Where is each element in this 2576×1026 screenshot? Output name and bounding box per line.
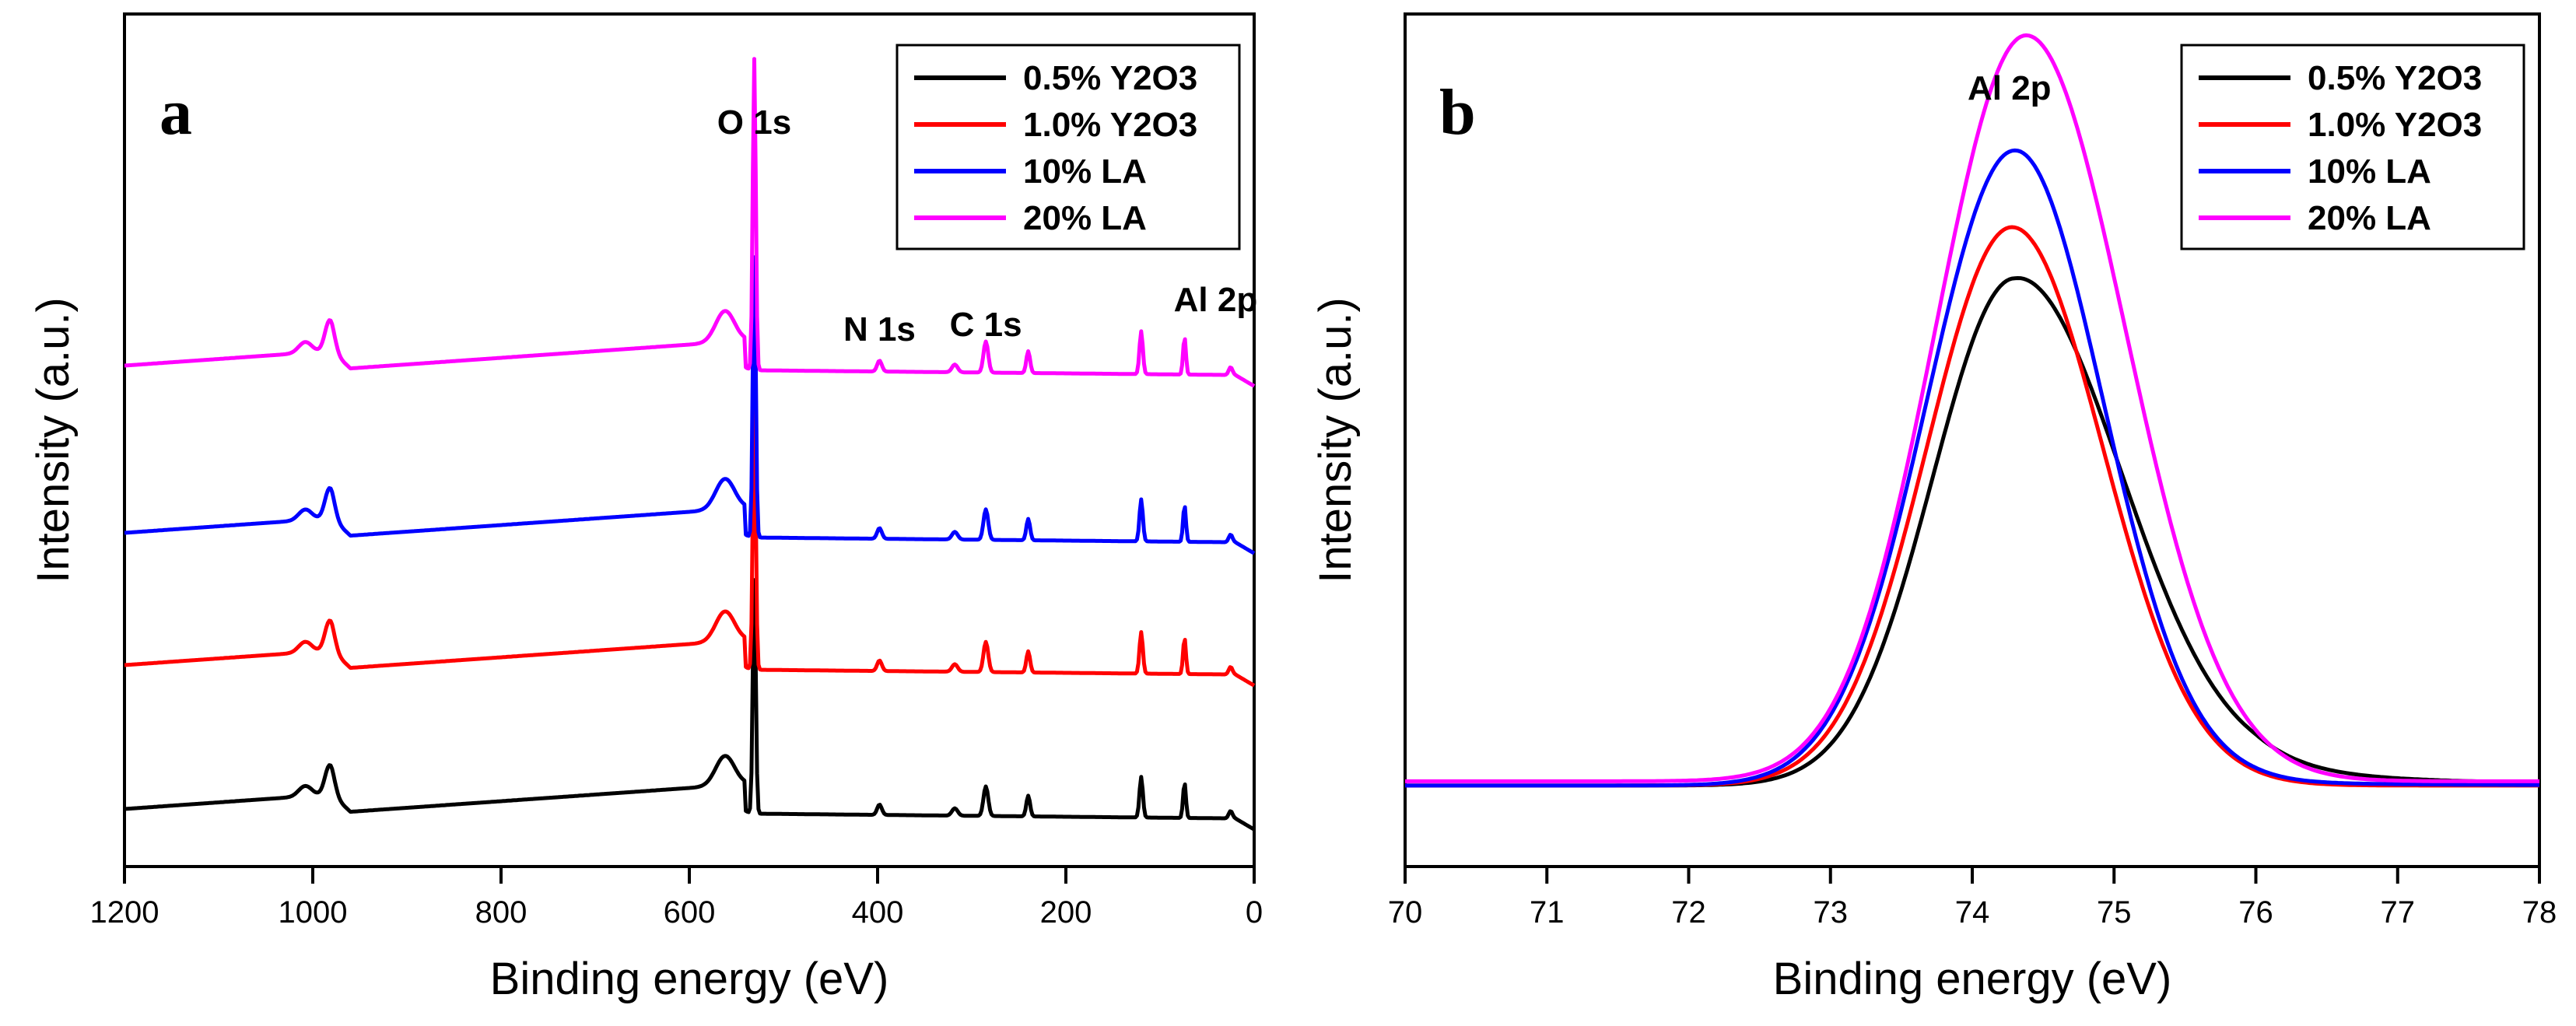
panel-a-y-axis-title: Intensity (a.u.) [28,297,79,583]
legend-entry-10-la: 10% LA [2308,152,2431,191]
x-tick-label: 600 [664,895,716,930]
series-20-la [124,57,1256,388]
panel-a-peak-labels: O 1s N 1s C 1s Al 2p [717,103,1257,348]
series-10-la [1405,148,2540,788]
x-tick-label: 200 [1040,895,1092,930]
x-tick-label: 78 [2522,895,2557,930]
legend-entry-1-0-y2o3: 1.0% Y2O3 [1023,106,1197,144]
panel-b-x-axis-title: Binding energy (eV) [1773,954,2172,1004]
x-tick-label: 0 [1246,895,1263,930]
panel-b-legend: 0.5% Y2O3 1.0% Y2O3 10% LA 20% LA [2180,44,2525,250]
panel-a-legend: 0.5% Y2O3 1.0% Y2O3 10% LA 20% LA [895,44,1241,250]
legend-entry-20-la: 20% LA [1023,199,1147,237]
x-tick-label: 1200 [90,895,159,930]
peak-label-al-2p: Al 2p [1968,69,2052,107]
panel-a-series [124,57,1256,832]
x-tick-label: 800 [475,895,527,930]
x-tick-label: 72 [1671,895,1706,930]
panel-b-letter: b [1439,76,1476,149]
panel-b-x-ticks: 70 71 72 73 74 75 76 77 78 [1388,867,2557,930]
panel-b-y-axis-title: Intensity (a.u.) [1310,297,1361,583]
panel-a-x-axis-title: Binding energy (eV) [490,954,889,1004]
panel-a-x-ticks: 1200 1000 800 600 400 200 0 [90,867,1263,930]
series-20-la [1405,33,2539,783]
panel-b-al2p-spectra: 70 71 72 73 74 75 76 77 78 b Al 2p Binding energ… [1310,12,2557,1004]
x-tick-label: 74 [1955,895,1990,930]
peak-label-al-2p: Al 2p [1174,281,1258,319]
series-0-5-y2o3 [1405,276,2540,788]
series-1-0-y2o3 [124,403,1256,688]
series-0-5-y2o3 [124,578,1256,832]
series-1-0-y2o3 [1405,225,2539,788]
x-tick-label: 77 [2381,895,2416,930]
legend-entry-0-5-y2o3: 0.5% Y2O3 [2308,59,2482,97]
x-tick-label: 76 [2238,895,2273,930]
legend-entry-0-5-y2o3: 0.5% Y2O3 [1023,59,1197,97]
legend-entry-10-la: 10% LA [1023,152,1147,191]
series-10-la [124,255,1256,555]
peak-label-o-1s: O 1s [717,103,791,142]
x-tick-label: 70 [1388,895,1423,930]
x-tick-label: 71 [1530,895,1565,930]
panel-b-peak-labels: Al 2p [1968,69,2052,107]
peak-label-c-1s: C 1s [950,306,1022,344]
x-tick-label: 400 [852,895,904,930]
panel-a-survey-spectra: 1200 1000 800 600 400 200 0 a O 1s N 1s C 1s Al 2… [28,12,1263,1004]
x-tick-label: 75 [2097,895,2132,930]
panel-b-series [1405,33,2540,788]
legend-entry-1-0-y2o3: 1.0% Y2O3 [2308,106,2482,144]
x-tick-label: 1000 [279,895,348,930]
x-tick-label: 73 [1814,895,1849,930]
peak-label-n-1s: N 1s [843,310,916,348]
panel-a-letter: a [159,76,192,149]
legend-entry-20-la: 20% LA [2308,199,2431,237]
